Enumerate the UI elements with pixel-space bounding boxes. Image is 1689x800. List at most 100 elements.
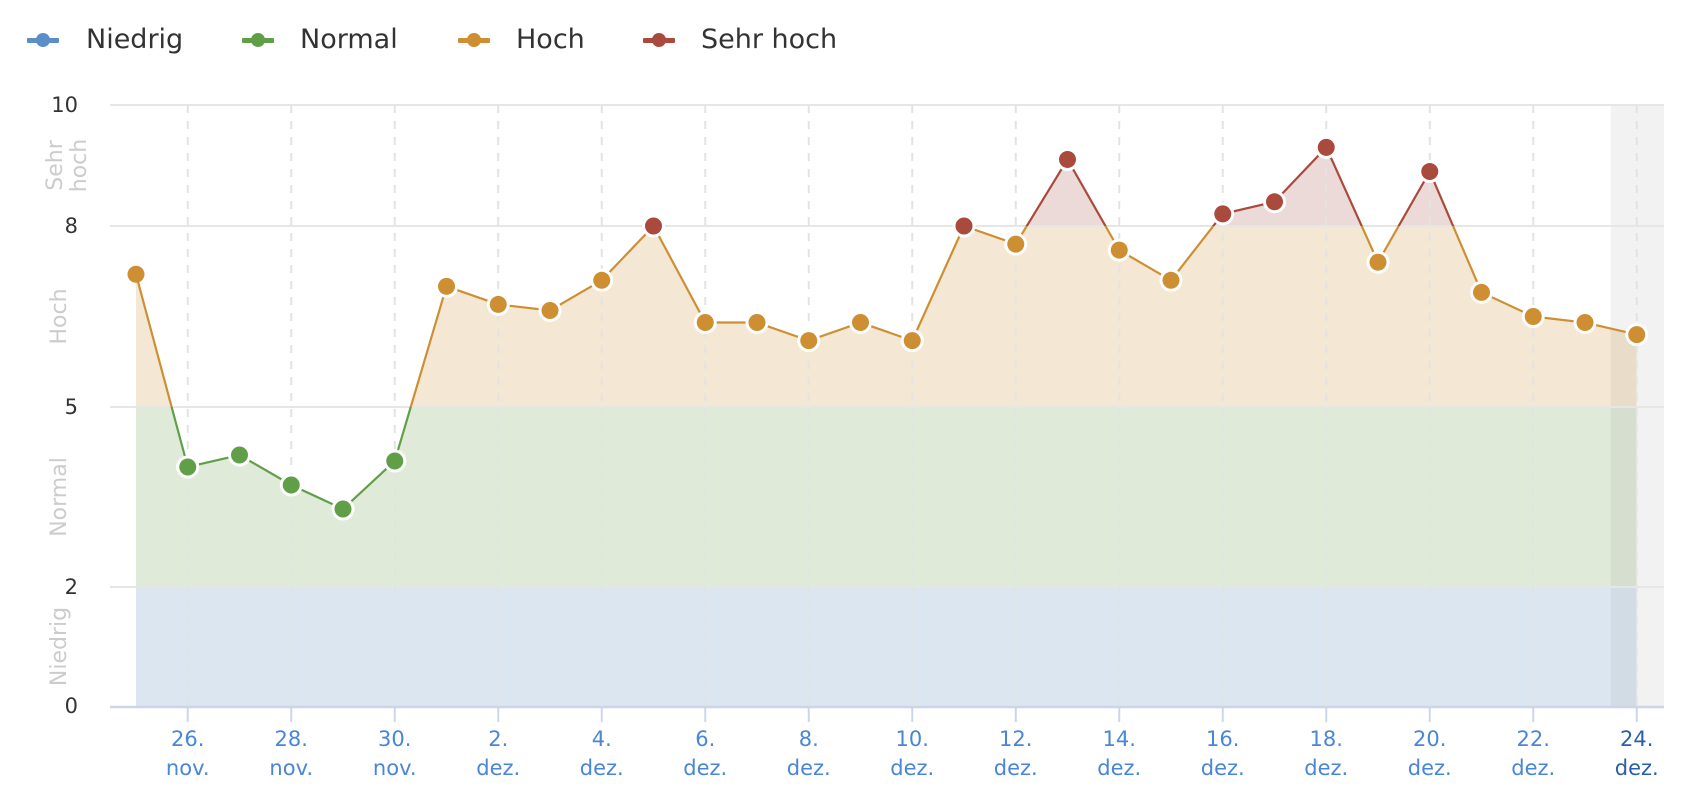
data-point[interactable]: 8. dez.: 6.1: [797, 329, 821, 353]
data-point[interactable]: 24. dez.: 6.2: [1625, 323, 1649, 347]
point-marker: [1214, 205, 1232, 223]
point-marker: [386, 452, 404, 470]
legend-marker-icon: [643, 33, 675, 47]
band-label-normal: Normal: [47, 457, 72, 537]
data-point[interactable]: 15. dez.: 7.1: [1159, 268, 1183, 292]
x-tick-label-month: dez.: [1408, 756, 1452, 780]
data-point[interactable]: 19. dez.: 7.4: [1366, 250, 1390, 274]
band-fill-hoch: [136, 226, 1637, 407]
x-tick-label-day: 6.: [695, 727, 715, 751]
x-tick-label-day: 28.: [275, 727, 308, 751]
point-marker: [1266, 193, 1283, 211]
x-axis: 26. nov. 28. nov. 30. nov. 2. dez. 4. dez. 6. dez. 8…: [110, 705, 1664, 780]
x-tick-label-day: 22.: [1517, 727, 1550, 751]
series-line: [134, 145, 1637, 511]
point-marker: [955, 217, 973, 235]
point-marker: [1059, 150, 1076, 168]
band-label-hoch: Hoch: [47, 288, 72, 344]
point-marker: [489, 295, 507, 313]
data-point[interactable]: 22. dez.: 6.5: [1521, 305, 1545, 328]
data-point[interactable]: 6. dez.: 6.4: [693, 311, 717, 335]
legend-label: Niedrig: [86, 24, 184, 55]
series-line-hoch: [134, 226, 1637, 407]
band-label-niedrig: Niedrig: [47, 607, 72, 686]
data-point[interactable]: 4. dez.: 7.1: [590, 268, 614, 292]
data-point[interactable]: 7. dez.: 6.4: [745, 311, 769, 335]
data-point[interactable]: 23. dez.: 6.4: [1573, 311, 1597, 335]
band-fill-sehr-hoch: [136, 147, 1637, 226]
data-point[interactable]: 5. dez.: 8: [642, 214, 665, 238]
x-tick-label-month: dez.: [890, 756, 934, 780]
x-tick-label-month: nov.: [269, 756, 313, 780]
x-tick-label-day: 18.: [1310, 727, 1343, 751]
y-tick-label: 0: [65, 694, 78, 718]
point-marker: [1007, 235, 1025, 253]
y-tick-label: 5: [65, 395, 78, 419]
point-marker: [1473, 283, 1490, 301]
y-tick-label: 2: [65, 575, 78, 599]
x-tick-label-month: dez.: [476, 756, 520, 780]
point-marker: [1369, 253, 1387, 271]
data-point[interactable]: 17. dez.: 8.4: [1263, 190, 1286, 214]
point-marker: [334, 500, 352, 518]
x-tick-label-month: dez.: [787, 756, 831, 780]
data-point[interactable]: 21. dez.: 6.9: [1470, 280, 1493, 304]
legend-label: Normal: [300, 24, 398, 55]
data-point[interactable]: 9. dez.: 6.4: [849, 311, 872, 335]
point-marker: [748, 314, 766, 332]
data-point[interactable]: 10. dez.: 6.1: [900, 329, 924, 353]
area-fills: [136, 147, 1637, 706]
data-point[interactable]: 26. nov.: 4: [176, 455, 200, 479]
point-marker: [800, 332, 818, 350]
data-point[interactable]: 27. nov.: 4.2: [228, 443, 251, 467]
band-label-sehr-hoch: hoch: [67, 139, 92, 192]
data-point[interactable]: 20. dez.: 8.9: [1418, 160, 1442, 184]
x-tick-label-month: dez.: [1201, 756, 1245, 780]
data-point[interactable]: 25. nov.: 7.2: [127, 265, 145, 283]
x-tick-label-month: dez.: [580, 756, 624, 780]
x-tick-label-day: 20.: [1413, 727, 1446, 751]
point-marker: [1162, 271, 1180, 289]
legend-item-hoch[interactable]: Hoch: [458, 24, 656, 56]
point-marker: [231, 446, 248, 464]
data-point[interactable]: 2. dez.: 6.7: [486, 292, 510, 316]
x-tick-label-month: nov.: [166, 756, 210, 780]
data-point[interactable]: 11. dez.: 8: [952, 214, 976, 238]
legend-item-normal[interactable]: Normal: [242, 24, 440, 56]
data-point[interactable]: 30. nov.: 4.1: [383, 449, 407, 473]
data-point[interactable]: 1. dez.: 7: [435, 274, 458, 298]
data-point[interactable]: 18. dez.: 9.3: [1314, 135, 1338, 159]
point-marker: [645, 217, 662, 235]
data-point[interactable]: 12. dez.: 7.7: [1004, 232, 1028, 256]
legend-item-sehr-hoch[interactable]: Sehr hoch: [643, 24, 841, 56]
data-point[interactable]: 16. dez.: 8.2: [1211, 202, 1235, 226]
x-tick-label-month: dez.: [683, 756, 727, 780]
legend-item-niedrig[interactable]: Niedrig: [27, 24, 226, 56]
data-point[interactable]: 3. dez.: 6.6: [538, 298, 562, 322]
x-tick-label-month: dez.: [994, 756, 1038, 780]
data-points: 25. nov.: 7.2 26. nov.: 4 27. nov.: 4.2 28.…: [127, 135, 1649, 521]
band-label-sehr-hoch: Sehr: [43, 139, 68, 190]
x-tick-label-day: 4.: [592, 727, 612, 751]
legend-marker-icon: [27, 33, 59, 47]
x-tick-label-month: dez.: [1097, 756, 1141, 780]
legend-label: Hoch: [516, 24, 585, 55]
data-point[interactable]: 28. nov.: 3.7: [279, 473, 303, 497]
gridlines: [110, 104, 1664, 706]
data-point[interactable]: 14. dez.: 7.6: [1107, 238, 1131, 262]
data-point[interactable]: 29. nov.: 3.3: [331, 497, 355, 521]
point-marker: [852, 314, 869, 332]
data-point[interactable]: 13. dez.: 9.1: [1056, 147, 1079, 171]
x-tick-label-month: dez.: [1304, 756, 1348, 780]
x-tick-label-day: 12.: [999, 727, 1032, 751]
band-fill-niedrig: [136, 587, 1637, 706]
point-marker: [1524, 308, 1542, 325]
point-marker: [903, 332, 921, 350]
x-tick-label-month: nov.: [373, 756, 417, 780]
x-tick-label-day: 14.: [1103, 727, 1136, 751]
point-marker: [1110, 241, 1128, 259]
point-marker: [593, 271, 611, 289]
x-tick-label-day: 24.: [1620, 727, 1653, 751]
point-marker: [1576, 314, 1594, 332]
